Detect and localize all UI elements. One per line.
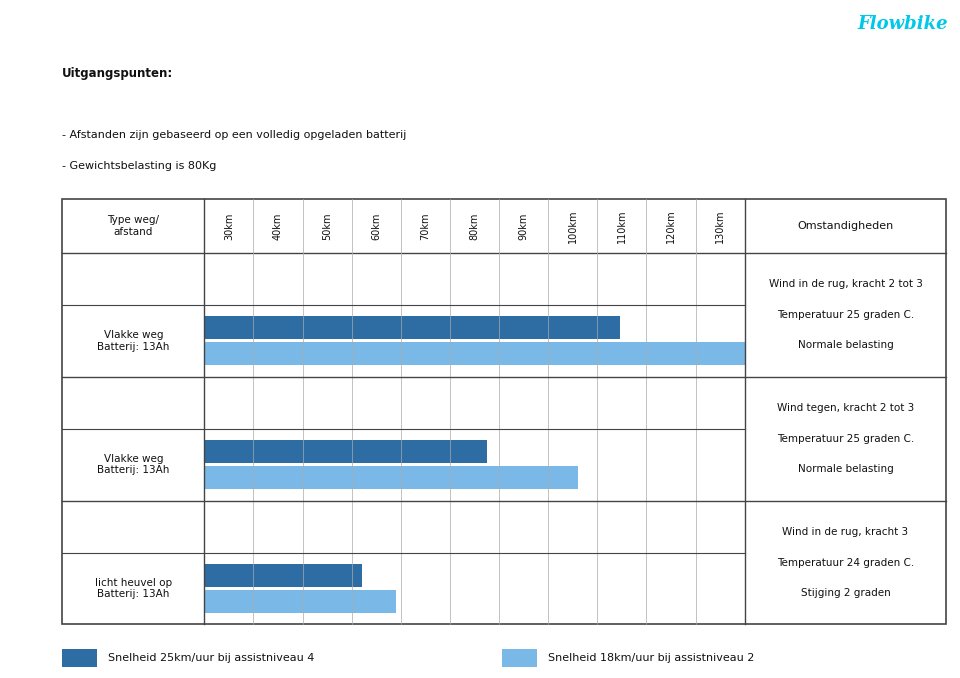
Text: Vlakke weg
Batterij: 13Ah: Vlakke weg Batterij: 13Ah [97,330,170,351]
Text: 120km: 120km [666,209,676,243]
Text: 30km: 30km [224,212,234,239]
Text: - Gewichtsbelasting is 80Kg: - Gewichtsbelasting is 80Kg [62,161,217,172]
Bar [62,649,97,666]
Text: Snelheid 25km/uur bij assistniveau 4: Snelheid 25km/uur bij assistniveau 4 [108,653,315,663]
Text: T: T [17,195,27,210]
Text: Omstandigheden: Omstandigheden [798,221,894,231]
Text: Afstandentabel: Afstandentabel [76,15,212,33]
Text: Stijging 2 graden: Stijging 2 graden [801,588,890,598]
Text: 130km: 130km [715,210,725,243]
Text: Temperatuur 25 graden C.: Temperatuur 25 graden C. [777,310,914,320]
Text: 90km: 90km [518,212,529,239]
Bar [204,590,396,613]
Bar [204,342,745,365]
Bar [204,466,579,489]
Text: N: N [16,485,28,499]
Text: Wind tegen, kracht 2 tot 3: Wind tegen, kracht 2 tot 3 [777,403,914,414]
Text: O: O [16,268,28,282]
Text: I: I [19,413,25,426]
Bar [204,440,487,463]
Text: 70km: 70km [420,212,430,240]
Bar [502,649,537,666]
Text: 50km: 50km [323,212,332,240]
Text: 110km: 110km [617,210,627,243]
Text: 60km: 60km [372,212,381,239]
Text: Vlakke weg
Batterij: 13Ah: Vlakke weg Batterij: 13Ah [97,454,170,475]
Text: Normale belasting: Normale belasting [798,464,894,474]
Text: 80km: 80km [469,212,480,239]
Text: Flowbike: Flowbike [857,15,948,33]
Bar [62,199,947,624]
Text: Uitgangspunten:: Uitgangspunten: [62,67,174,80]
Bar [204,316,620,339]
Text: Wind in de rug, kracht 2 tot 3: Wind in de rug, kracht 2 tot 3 [769,279,923,290]
Text: licht heuvel op
Batterij: 13Ah: licht heuvel op Batterij: 13Ah [95,578,172,599]
Text: Temperatuur 25 graden C.: Temperatuur 25 graden C. [777,434,914,443]
Text: 40km: 40km [273,212,283,239]
Text: 100km: 100km [567,210,578,243]
Text: Wind in de rug, kracht 3: Wind in de rug, kracht 3 [782,527,908,537]
Text: R: R [16,340,28,354]
Text: O: O [16,557,28,572]
Text: 6: 6 [926,644,941,664]
Text: Snelheid 18km/uur bij assistniveau 2: Snelheid 18km/uur bij assistniveau 2 [548,653,755,663]
Bar [204,564,362,587]
Text: Temperatuur 24 graden C.: Temperatuur 24 graden C. [777,557,914,567]
Text: Type weg/
afstand: Type weg/ afstand [108,215,159,237]
Text: - Afstanden zijn gebaseerd op een volledig opgeladen batterij: - Afstanden zijn gebaseerd op een volled… [62,130,407,140]
Text: Normale belasting: Normale belasting [798,340,894,350]
